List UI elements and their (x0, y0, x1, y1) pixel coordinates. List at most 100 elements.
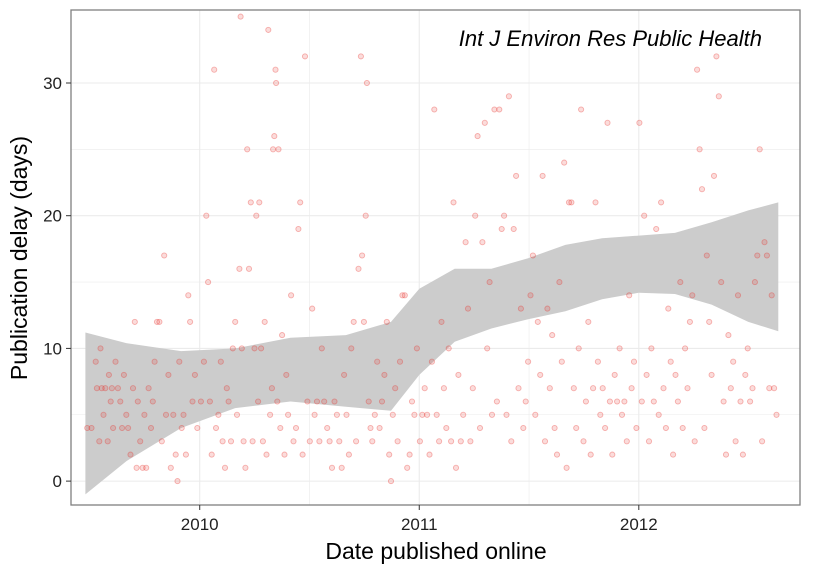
data-point (353, 438, 360, 445)
data-point (180, 411, 187, 418)
data-point (602, 424, 609, 432)
data-point (367, 424, 374, 432)
data-point (684, 385, 691, 392)
data-point (182, 451, 189, 458)
data-point (93, 385, 100, 392)
data-point (672, 371, 679, 378)
data-point (527, 292, 534, 299)
data-point (227, 438, 235, 445)
data-point (215, 411, 222, 418)
data-point (336, 438, 343, 445)
data-point (448, 438, 455, 445)
data-point (553, 451, 561, 458)
data-point (754, 252, 761, 259)
data-point (272, 66, 279, 73)
data-point (134, 398, 141, 405)
data-point (288, 292, 295, 299)
data-point (191, 371, 198, 378)
data-point (229, 345, 236, 352)
data-point (433, 411, 440, 418)
data-point (428, 358, 435, 365)
data-point (462, 239, 469, 246)
data-point (756, 146, 763, 153)
data-point (212, 424, 220, 432)
data-point (630, 358, 638, 365)
y-tick-label: 10 (43, 339, 62, 358)
data-point (534, 318, 541, 325)
data-point (568, 199, 575, 206)
data-point (563, 464, 570, 471)
data-point (508, 438, 515, 445)
data-point (703, 252, 710, 259)
data-point (701, 424, 708, 432)
data-point (139, 464, 146, 471)
data-point (273, 79, 280, 87)
data-point (97, 345, 104, 352)
data-point (247, 199, 254, 206)
data-point (105, 371, 112, 378)
data-point (549, 332, 556, 339)
data-point (455, 371, 462, 378)
data-point (158, 438, 165, 445)
data-point (387, 478, 395, 485)
data-point (203, 212, 210, 219)
data-point (544, 305, 551, 312)
data-point (360, 318, 367, 325)
data-point (491, 106, 498, 113)
data-point (732, 438, 739, 445)
data-point (510, 225, 517, 233)
data-point (357, 53, 364, 60)
data-point (313, 398, 321, 405)
data-point (650, 398, 657, 405)
x-tick-label: 2012 (620, 515, 658, 534)
data-point (621, 398, 628, 405)
data-point (223, 385, 230, 392)
data-point (421, 385, 428, 392)
data-point (488, 411, 496, 418)
data-point (718, 279, 725, 286)
data-point (265, 26, 272, 33)
data-point (594, 358, 601, 365)
data-point (592, 199, 599, 206)
data-point (318, 345, 325, 352)
data-point (503, 411, 510, 418)
data-point (426, 451, 433, 458)
data-point (641, 212, 648, 219)
data-point (611, 371, 618, 378)
data-point (438, 318, 445, 325)
data-point (582, 398, 589, 405)
data-point (541, 438, 549, 445)
data-point (667, 358, 674, 365)
data-point (662, 424, 669, 432)
data-point (556, 279, 563, 286)
data-point (316, 438, 323, 445)
data-point (742, 371, 749, 378)
data-point (419, 411, 426, 418)
data-point (197, 398, 204, 405)
data-point (677, 279, 684, 286)
data-point (394, 438, 401, 445)
data-point (258, 345, 265, 352)
data-point (383, 318, 390, 325)
data-point (609, 451, 616, 458)
data-point (445, 345, 452, 352)
data-point (590, 385, 597, 392)
data-point (636, 119, 643, 126)
data-point (259, 438, 266, 445)
data-point (374, 358, 381, 365)
data-point (708, 371, 715, 378)
y-axis: 0 10 20 30 (43, 74, 71, 491)
data-point (694, 66, 701, 73)
data-point (237, 13, 244, 20)
data-point (263, 451, 270, 458)
data-point (311, 411, 318, 418)
data-point (151, 358, 158, 365)
data-point (309, 305, 316, 312)
data-point (643, 371, 650, 378)
data-point (529, 252, 536, 259)
data-point (575, 345, 582, 352)
data-point (727, 385, 734, 392)
data-point (249, 438, 256, 445)
confidence-band-layer (85, 202, 779, 495)
data-point (520, 424, 527, 432)
